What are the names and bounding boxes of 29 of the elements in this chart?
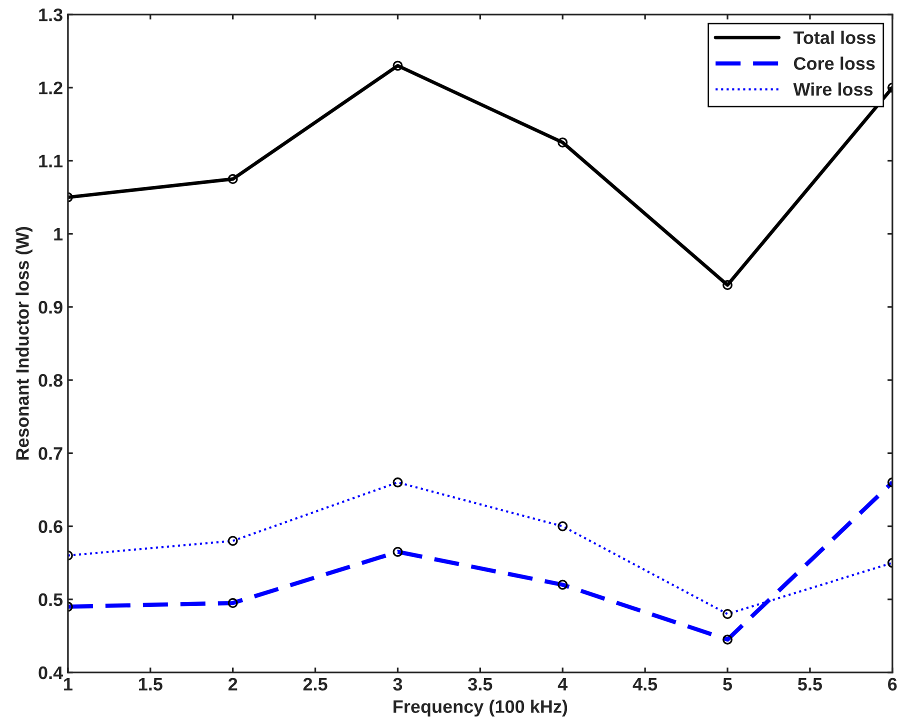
x-tick-label: 1.5 — [138, 678, 162, 691]
y-tick-label: 0.4 — [38, 666, 63, 680]
legend-label: Wire loss — [793, 82, 873, 96]
x-tick-label: 2.5 — [303, 678, 328, 691]
x-tick-label: 6 — [888, 678, 897, 691]
y-tick-label: 1.2 — [39, 82, 62, 94]
point — [228, 174, 238, 184]
y-tick-label: 0.8 — [38, 374, 63, 387]
x-tick-label: 5 — [723, 678, 732, 691]
y-axis-title: Resonant Inductor loss (W) — [16, 227, 32, 460]
y-tick-label: 1.1 — [39, 154, 63, 168]
y-tick-label: 0.5 — [38, 593, 63, 606]
x-axis-title: Frequency (100 kHz) — [394, 700, 568, 717]
y-tick-label: 0.9 — [38, 300, 62, 314]
legend-label: Total loss — [793, 30, 876, 44]
y-tick-label: 1 — [54, 228, 63, 240]
x-tick-label: 5.5 — [798, 678, 822, 691]
x-tick-label: 3 — [393, 678, 402, 691]
y-tick-label: 0.6 — [38, 520, 62, 533]
x-tick-label: 4.5 — [632, 678, 658, 691]
x-tick-label: 1 — [64, 678, 72, 690]
legend-label: Core loss — [794, 56, 875, 70]
point — [558, 137, 568, 148]
y-tick-label: 1.3 — [39, 8, 62, 22]
y-tick-label: 0.7 — [38, 447, 62, 460]
point — [392, 60, 403, 71]
x-tick-label: 4 — [558, 678, 568, 690]
x-tick-label: 2 — [228, 678, 238, 690]
x-tick-label: 3.5 — [468, 678, 492, 691]
